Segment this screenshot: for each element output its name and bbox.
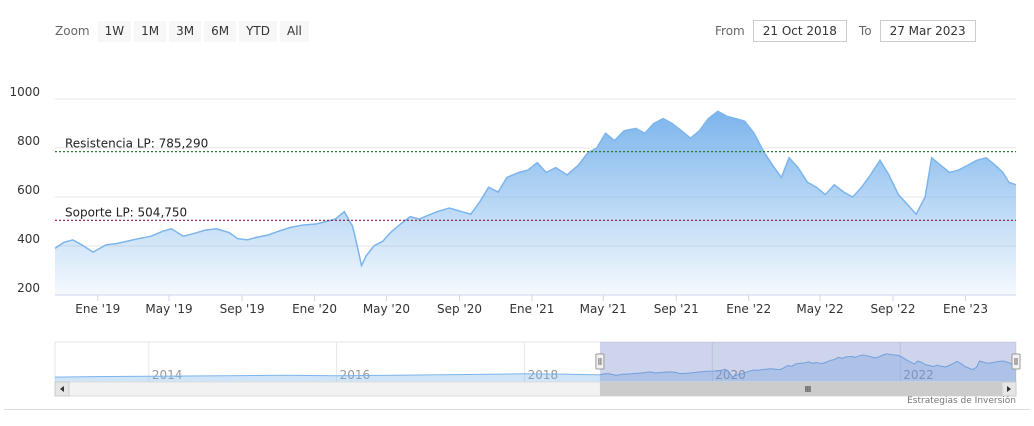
zoom-bar: Zoom 1W 1M 3M 6M YTD All [55, 20, 312, 42]
navigator-left-handle[interactable] [595, 353, 605, 370]
navigator-line [54, 353, 1017, 379]
zoom-1w-button[interactable]: 1W [97, 20, 132, 42]
watermark-credit: Estrategias de Inversión [907, 396, 1016, 406]
stock-chart: 200 400 600 800 1000 Resistencia LP: 785,290 S… [9, 85, 1021, 397]
navigator-right-handle[interactable] [1011, 353, 1021, 370]
x-tick-label: Ene '20 [292, 302, 337, 316]
x-tick-label: Ene '19 [75, 302, 120, 316]
zoom-label: Zoom [55, 24, 90, 38]
to-date-input[interactable]: 27 Mar 2023 [879, 20, 976, 42]
x-tick-label: May '20 [363, 302, 410, 316]
x-tick-label: Ene '21 [509, 302, 554, 316]
y-tick-label: 600 [17, 183, 40, 197]
x-tick-label: May '22 [796, 302, 843, 316]
support-label: Soporte LP: 504,750 [65, 205, 187, 219]
navigator-tick-label: 2016 [340, 368, 371, 382]
x-tick-label: Ene '22 [726, 302, 771, 316]
date-range-selector: From 21 Oct 2018 To 27 Mar 2023 [715, 19, 976, 43]
zoom-ytd-button[interactable]: YTD [239, 20, 277, 42]
navigator-selection [599, 342, 1016, 382]
x-tick-label: May '21 [580, 302, 627, 316]
x-tick-label: Sep '22 [871, 302, 916, 316]
x-tick-label: Sep '21 [654, 302, 699, 316]
x-tick-label: Sep '19 [220, 302, 265, 316]
x-tick-label: Ene '23 [943, 302, 988, 316]
zoom-6m-button[interactable]: 6M [204, 20, 237, 42]
y-tick-label: 1000 [9, 85, 40, 99]
zoom-all-button[interactable]: All [280, 20, 309, 42]
series-line [54, 110, 1017, 268]
navigator-tick-label: 2022 [903, 368, 934, 382]
x-tick-label: Sep '20 [437, 302, 482, 316]
x-tick-label: May '19 [145, 302, 192, 316]
from-date-input[interactable]: 21 Oct 2018 [752, 20, 847, 42]
scroll-left-arrow-icon [60, 386, 64, 392]
navigator-tick-label: 2014 [152, 368, 183, 382]
y-tick-label: 400 [17, 232, 40, 246]
zoom-1m-button[interactable]: 1M [134, 20, 167, 42]
y-tick-label: 200 [17, 281, 40, 295]
y-tick-label: 800 [17, 134, 40, 148]
resistance-label: Resistencia LP: 785,290 [65, 137, 208, 151]
scroll-right-arrow-icon [1007, 386, 1011, 392]
from-label: From [715, 24, 745, 38]
zoom-3m-button[interactable]: 3M [169, 20, 202, 42]
to-label: To [858, 24, 872, 38]
divider [4, 409, 1030, 410]
navigator-area [55, 353, 1016, 382]
series-area [55, 111, 1016, 295]
navigator-tick-label: 2018 [528, 368, 559, 382]
